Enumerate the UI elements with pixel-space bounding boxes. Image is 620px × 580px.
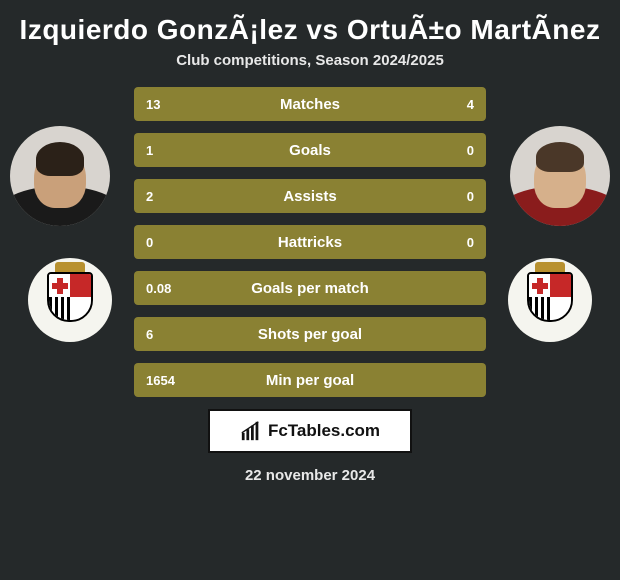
logo-text: FcTables.com (268, 421, 380, 441)
stat-label: Shots per goal (194, 326, 426, 343)
stat-row: 0 Hattricks 0 (134, 225, 486, 259)
stat-left-value: 2 (134, 189, 194, 204)
stat-row: 1 Goals 0 (134, 133, 486, 167)
club-crest-left (28, 258, 112, 342)
bars-icon (240, 420, 262, 442)
stat-right-value: 0 (426, 143, 486, 158)
stat-label: Goals per match (194, 280, 426, 297)
stat-left-value: 0 (134, 235, 194, 250)
stat-label: Hattricks (194, 234, 426, 251)
stat-row: 2 Assists 0 (134, 179, 486, 213)
stat-left-value: 13 (134, 97, 194, 112)
stat-label: Goals (194, 142, 426, 159)
stat-left-value: 6 (134, 327, 194, 342)
date-caption: 22 november 2024 (0, 467, 620, 484)
club-crest-right (508, 258, 592, 342)
stat-row: 0.08 Goals per match (134, 271, 486, 305)
stat-row: 6 Shots per goal (134, 317, 486, 351)
player-right-avatar (510, 126, 610, 226)
stat-label: Min per goal (194, 372, 426, 389)
stat-label: Assists (194, 188, 426, 205)
stat-right-value: 4 (426, 97, 486, 112)
stat-right-value: 0 (426, 235, 486, 250)
stat-left-value: 0.08 (134, 281, 194, 296)
source-logo: FcTables.com (208, 409, 412, 453)
page-title: Izquierdo GonzÃ¡lez vs OrtuÃ±o MartÃnez (0, 0, 620, 52)
stats-table: 13 Matches 4 1 Goals 0 2 Assists 0 0 Hat… (134, 87, 486, 397)
stat-left-value: 1 (134, 143, 194, 158)
stat-right-value: 0 (426, 189, 486, 204)
stat-label: Matches (194, 96, 426, 113)
stat-left-value: 1654 (134, 373, 194, 388)
player-left-avatar (10, 126, 110, 226)
stat-row: 1654 Min per goal (134, 363, 486, 397)
page-subtitle: Club competitions, Season 2024/2025 (0, 52, 620, 87)
stat-row: 13 Matches 4 (134, 87, 486, 121)
